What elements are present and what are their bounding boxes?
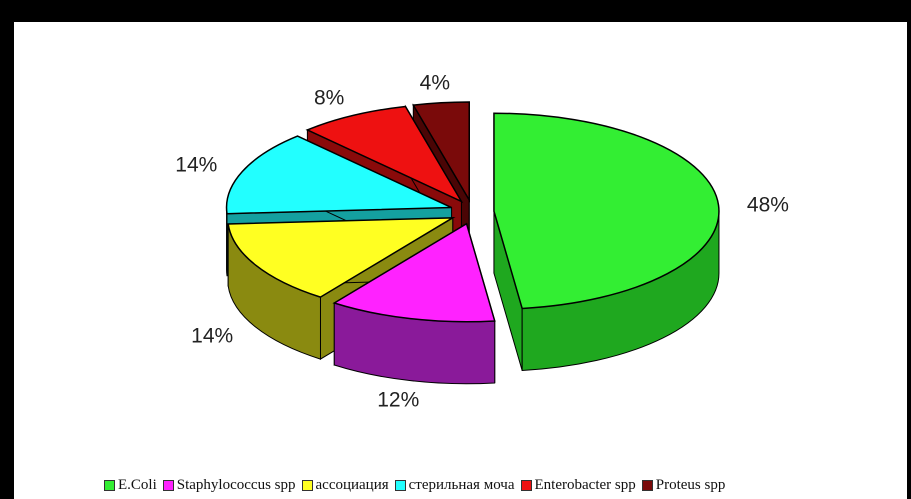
legend-item-стерильная-моча: стерильная моча	[394, 477, 515, 494]
legend-swatch-ассоциация	[301, 480, 313, 491]
pie-chart: 48% 12% 14% 14% 8% 4%	[175, 71, 789, 411]
pie-labels: 48% 12% 14% 14% 8% 4%	[175, 71, 789, 411]
legend-label-enterobacter-spp: Enterobacter spp	[534, 477, 636, 493]
legend-item-staphylococcus-spp: Staphylococcus spp	[162, 477, 296, 494]
pie-slice-стерильная-моча	[225, 135, 452, 215]
pie-slice-e-coli	[493, 112, 720, 310]
legend-label-ассоциация: ассоциация	[315, 477, 389, 493]
legend-label-e-coli: E.Coli	[118, 477, 157, 493]
data-label-staphylococcus-spp: 12%	[377, 388, 419, 411]
legend-swatch-e-coli	[104, 480, 115, 491]
legend-label-proteus-spp: Proteus spp	[655, 477, 726, 493]
pie-slice-proteus-spp	[412, 101, 470, 203]
legend-item-ассоциация: ассоциация	[301, 477, 389, 494]
legend-item-enterobacter-spp: Enterobacter spp	[520, 477, 636, 494]
data-label-e-coli: 48%	[747, 194, 789, 217]
legend-swatch-staphylococcus-spp	[162, 480, 174, 491]
legend-item-proteus-spp: Proteus spp	[641, 477, 726, 494]
pie-tops	[225, 101, 720, 323]
pie-slice-enterobacter-spp	[305, 105, 464, 204]
legend-swatch-стерильная-моча	[394, 480, 406, 491]
legend-swatch-proteus-spp	[641, 480, 653, 491]
legend-label-staphylococcus-spp: Staphylococcus spp	[176, 477, 296, 493]
legend-label-стерильная-моча: стерильная моча	[408, 477, 515, 493]
chart-legend: E.Coli Staphylococcus spp ассоциация стерил…	[104, 477, 904, 494]
data-label-enterobacter-spp: 8%	[314, 87, 344, 110]
legend-swatch-enterobacter-spp	[520, 480, 532, 491]
data-label-стерильная-моча: 14%	[175, 154, 217, 177]
pie-slice-ассоциация	[227, 217, 456, 298]
legend-item-e-coli: E.Coli	[104, 477, 157, 494]
chart-panel: 48% 12% 14% 14% 8% 4% E.Coli Staphylococcus sp…	[14, 22, 907, 499]
data-label-proteus-spp: 4%	[420, 71, 450, 94]
data-label-ассоциация: 14%	[191, 324, 233, 347]
pie-slice-staphylococcus-spp	[332, 222, 496, 323]
